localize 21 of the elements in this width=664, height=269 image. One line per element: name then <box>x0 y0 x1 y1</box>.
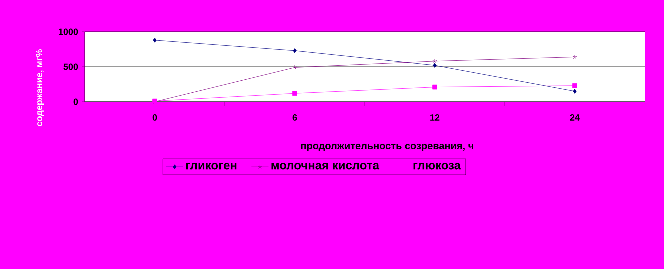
point <box>293 48 297 54</box>
x-axis-title: продолжительность созревания, ч <box>301 144 474 152</box>
point <box>572 84 578 88</box>
y-tick-label: 0 <box>74 98 78 106</box>
point <box>292 65 298 70</box>
y-tick-label: 1000 <box>59 28 78 36</box>
x-tick-label: 12 <box>430 114 440 121</box>
point <box>433 63 437 68</box>
legend-label: молочная кислота <box>272 163 380 170</box>
point <box>573 89 577 94</box>
point <box>153 38 157 43</box>
legend-label: гликоген <box>186 163 237 170</box>
text: глюкоза <box>414 163 462 170</box>
point <box>432 84 438 90</box>
y-tick-label: 500 <box>64 64 78 70</box>
y-axis-title: содержание, мг% <box>36 50 44 126</box>
point <box>432 59 438 64</box>
x-tick-label: 6 <box>292 114 298 121</box>
x-tick-label: 24 <box>570 114 580 121</box>
x-tick-label: 0 <box>152 114 158 121</box>
point <box>292 91 298 96</box>
